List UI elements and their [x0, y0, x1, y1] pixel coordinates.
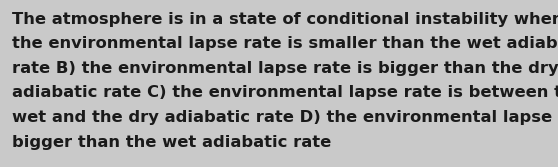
Text: bigger than the wet adiabatic rate: bigger than the wet adiabatic rate [12, 134, 331, 149]
Text: adiabatic rate C) the environmental lapse rate is between the: adiabatic rate C) the environmental laps… [12, 86, 558, 101]
Text: rate B) the environmental lapse rate is bigger than the dry: rate B) the environmental lapse rate is … [12, 61, 558, 76]
Text: The atmosphere is in a state of conditional instability when A): The atmosphere is in a state of conditio… [12, 12, 558, 27]
Text: wet and the dry adiabatic rate D) the environmental lapse rate is: wet and the dry adiabatic rate D) the en… [12, 110, 558, 125]
Text: the environmental lapse rate is smaller than the wet adiabatic: the environmental lapse rate is smaller … [12, 37, 558, 51]
